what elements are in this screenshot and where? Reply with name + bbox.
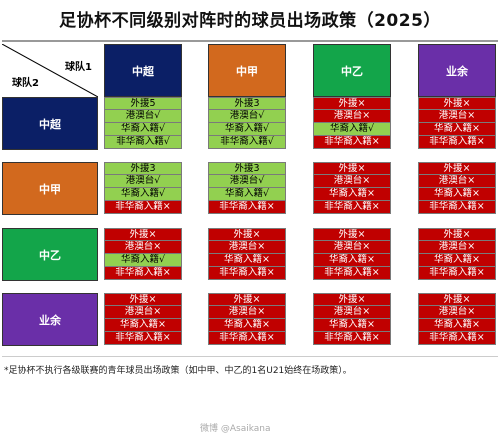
policy-cell-r4-c3: 外援× 港澳台× 华裔入籍× 非华裔入籍× — [313, 293, 391, 345]
policy-line: 港澳台√ — [104, 175, 182, 188]
policy-cell-r2-c3: 外援× 港澳台× 华裔入籍× 非华裔入籍× — [313, 162, 391, 214]
policy-cell-r1-c4: 外援× 港澳台× 华裔入籍× 非华裔入籍× — [418, 97, 496, 149]
column-header-1: 中超 — [104, 44, 182, 97]
policy-cell-r1-c2: 外援3 港澳台√ 华裔入籍√ 非华裔入籍√ — [208, 97, 286, 149]
policy-line: 外援3 — [208, 97, 286, 110]
policy-line: 非华裔入籍× — [418, 136, 496, 149]
policy-cell-r4-c1: 外援× 港澳台× 华裔入籍× 非华裔入籍× — [104, 293, 182, 345]
policy-line: 华裔入籍√ — [208, 123, 286, 136]
policy-line: 非华裔入籍× — [313, 267, 391, 280]
title-divider — [2, 40, 498, 42]
policy-line: 港澳台× — [208, 241, 286, 254]
policy-line: 外援× — [208, 293, 286, 306]
policy-cell-r1-c1: 外援5 港澳台√ 华裔入籍√ 非华裔入籍√ — [104, 97, 182, 149]
policy-line: 港澳台× — [104, 241, 182, 254]
policy-line: 非华裔入籍× — [208, 332, 286, 345]
policy-line: 外援× — [313, 228, 391, 241]
policy-line: 港澳台× — [418, 241, 496, 254]
footnote-divider — [2, 356, 498, 357]
policy-line: 港澳台× — [104, 306, 182, 319]
policy-cell-r3-c1: 外援× 港澳台× 华裔入籍√ 非华裔入籍× — [104, 228, 182, 280]
policy-line: 外援× — [418, 162, 496, 175]
policy-line: 非华裔入籍× — [313, 201, 391, 214]
policy-line: 港澳台× — [313, 110, 391, 123]
policy-line: 华裔入籍√ — [104, 254, 182, 267]
policy-cell-r2-c4: 外援× 港澳台× 华裔入籍× 非华裔入籍× — [418, 162, 496, 214]
policy-line: 外援× — [104, 293, 182, 306]
policy-line: 港澳台√ — [208, 110, 286, 123]
corner-header: 球队1 球队2 — [2, 44, 98, 97]
policy-line: 华裔入籍× — [418, 254, 496, 267]
policy-cell-r2-c1: 外援3 港澳台√ 华裔入籍√ 非华裔入籍× — [104, 162, 182, 214]
policy-line: 非华裔入籍× — [418, 267, 496, 280]
team2-label: 球队2 — [12, 78, 39, 89]
policy-line: 外援× — [418, 293, 496, 306]
policy-line: 港澳台× — [313, 241, 391, 254]
row-header-2: 中甲 — [2, 162, 98, 215]
row-header-4: 业余 — [2, 293, 98, 346]
policy-line: 港澳台× — [418, 306, 496, 319]
policy-line: 非华裔入籍√ — [208, 136, 286, 149]
policy-line: 港澳台× — [418, 175, 496, 188]
policy-line: 华裔入籍√ — [208, 188, 286, 201]
policy-line: 外援× — [418, 97, 496, 110]
policy-line: 港澳台× — [313, 175, 391, 188]
policy-line: 港澳台√ — [208, 175, 286, 188]
policy-line: 华裔入籍√ — [104, 188, 182, 201]
row-header-1: 中超 — [2, 97, 98, 150]
row-header-3: 中乙 — [2, 228, 98, 281]
policy-cell-r3-c2: 外援× 港澳台× 华裔入籍× 非华裔入籍× — [208, 228, 286, 280]
policy-line: 非华裔入籍× — [104, 267, 182, 280]
policy-cell-r4-c4: 外援× 港澳台× 华裔入籍× 非华裔入籍× — [418, 293, 496, 345]
policy-line: 外援3 — [104, 162, 182, 175]
policy-line: 华裔入籍× — [418, 319, 496, 332]
policy-cell-r3-c3: 外援× 港澳台× 华裔入籍× 非华裔入籍× — [313, 228, 391, 280]
policy-line: 非华裔入籍× — [418, 201, 496, 214]
policy-line: 非华裔入籍× — [418, 332, 496, 345]
policy-line: 港澳台× — [313, 306, 391, 319]
diagonal-divider — [2, 44, 98, 97]
policy-line: 华裔入籍√ — [104, 123, 182, 136]
policy-cell-r1-c3: 外援× 港澳台× 华裔入籍√ 非华裔入籍× — [313, 97, 391, 149]
policy-line: 华裔入籍× — [313, 319, 391, 332]
policy-line: 华裔入籍× — [418, 188, 496, 201]
policy-line: 华裔入籍√ — [313, 123, 391, 136]
policy-line: 非华裔入籍× — [313, 136, 391, 149]
policy-line: 华裔入籍× — [313, 254, 391, 267]
policy-line: 外援× — [418, 228, 496, 241]
policy-line: 非华裔入籍√ — [104, 136, 182, 149]
policy-line: 非华裔入籍× — [104, 332, 182, 345]
policy-line: 非华裔入籍× — [208, 201, 286, 214]
policy-line: 华裔入籍× — [208, 254, 286, 267]
policy-line: 外援× — [313, 97, 391, 110]
policy-line: 华裔入籍× — [313, 188, 391, 201]
policy-line: 外援× — [208, 228, 286, 241]
policy-line: 非华裔入籍× — [208, 267, 286, 280]
policy-line: 华裔入籍× — [418, 123, 496, 136]
policy-line: 非华裔入籍× — [104, 201, 182, 214]
watermark: 微博 @Asaikana — [200, 424, 271, 434]
column-header-2: 中甲 — [208, 44, 286, 97]
policy-line: 外援5 — [104, 97, 182, 110]
policy-line: 港澳台√ — [104, 110, 182, 123]
team1-label: 球队1 — [65, 62, 92, 73]
policy-line: 港澳台× — [418, 110, 496, 123]
policy-line: 港澳台× — [208, 306, 286, 319]
policy-line: 华裔入籍× — [104, 319, 182, 332]
policy-line: 外援× — [313, 293, 391, 306]
policy-line: 非华裔入籍× — [313, 332, 391, 345]
policy-line: 外援3 — [208, 162, 286, 175]
policy-cell-r3-c4: 外援× 港澳台× 华裔入籍× 非华裔入籍× — [418, 228, 496, 280]
policy-line: 华裔入籍× — [208, 319, 286, 332]
policy-line: 外援× — [313, 162, 391, 175]
policy-line: 外援× — [104, 228, 182, 241]
column-header-3: 中乙 — [313, 44, 391, 97]
policy-cell-r4-c2: 外援× 港澳台× 华裔入籍× 非华裔入籍× — [208, 293, 286, 345]
column-header-4: 业余 — [418, 44, 496, 97]
footnote: *足协杯不执行各级联赛的青年球员出场政策（如中甲、中乙的1名U21始终在场政策）… — [4, 366, 352, 376]
policy-cell-r2-c2: 外援3 港澳台√ 华裔入籍√ 非华裔入籍× — [208, 162, 286, 214]
page-title: 足协杯不同级别对阵时的球员出场政策（2025） — [59, 11, 441, 31]
